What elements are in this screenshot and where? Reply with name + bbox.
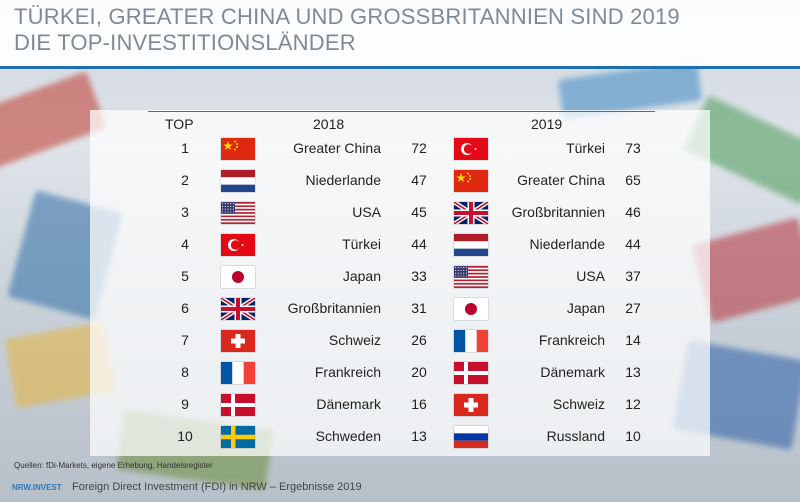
rank-cell: 1 (181, 140, 189, 156)
rank-cell: 3 (181, 204, 189, 220)
country-2018: Niederlande (305, 172, 382, 188)
usa-flag-icon (221, 202, 255, 224)
denmark-flag-icon (454, 362, 488, 384)
value-2018: 72 (411, 140, 427, 156)
denmark-flag-icon (221, 394, 255, 416)
value-2019: 14 (625, 332, 641, 348)
value-2018: 47 (411, 172, 427, 188)
china-flag-icon (221, 138, 255, 160)
uk-flag-icon (221, 298, 255, 320)
header-2019: 2019 (531, 116, 563, 132)
country-2019: Russland (546, 428, 605, 444)
value-2018: 31 (411, 300, 427, 316)
value-2018: 26 (411, 332, 427, 348)
netherlands-flag-icon (454, 234, 488, 256)
value-2019: 46 (625, 204, 641, 220)
rank-cell: 6 (181, 300, 189, 316)
value-2019: 10 (625, 428, 641, 444)
value-2018: 20 (411, 364, 427, 380)
title-line-1: TÜRKEI, GREATER CHINA UND GROSSBRITANNIE… (14, 4, 680, 29)
value-2019: 27 (625, 300, 641, 316)
turkey-flag-icon (454, 138, 488, 160)
header-top: TOP (165, 116, 194, 132)
value-2018: 44 (411, 236, 427, 252)
country-2019: Greater China (517, 172, 605, 188)
rank-cell: 4 (181, 236, 189, 252)
country-2018: Japan (342, 268, 381, 284)
usa-flag-icon (454, 266, 488, 288)
turkey-flag-icon (221, 234, 255, 256)
title-line-2: DIE TOP-INVESTITIONSLÄNDER (14, 30, 356, 55)
rank-cell: 8 (181, 364, 189, 380)
value-2019: 37 (625, 268, 641, 284)
value-2018: 16 (411, 396, 427, 412)
country-2018: Frankreich (314, 364, 381, 380)
header-2018: 2018 (313, 116, 345, 132)
value-2018: 45 (411, 204, 427, 220)
rank-cell: 9 (181, 396, 189, 412)
value-2019: 73 (625, 140, 641, 156)
country-2018: Schweiz (328, 332, 381, 348)
footer-caption: Foreign Direct Investment (FDI) in NRW –… (72, 481, 362, 493)
page-title: TÜRKEI, GREATER CHINA UND GROSSBRITANNIE… (14, 4, 784, 56)
value-2018: 13 (411, 428, 427, 444)
country-2019: Dänemark (540, 364, 605, 380)
country-2019: Niederlande (529, 236, 606, 252)
russia-flag-icon (454, 426, 488, 448)
country-2018: Dänemark (316, 396, 381, 412)
header-rule (148, 111, 655, 112)
japan-flag-icon (454, 298, 488, 320)
ranking-panel (90, 110, 710, 456)
rank-cell: 2 (181, 172, 189, 188)
country-2018: Greater China (293, 140, 381, 156)
country-2018: Schweden (315, 428, 381, 444)
country-2019: Japan (566, 300, 605, 316)
value-2019: 13 (625, 364, 641, 380)
japan-flag-icon (221, 266, 255, 288)
country-2018: Großbritannien (287, 300, 381, 316)
country-2018: Türkei (342, 236, 381, 252)
france-flag-icon (221, 362, 255, 384)
switzerland-flag-icon (454, 394, 488, 416)
country-2019: Schweiz (552, 396, 605, 412)
rank-cell: 10 (177, 428, 193, 444)
uk-flag-icon (454, 202, 488, 224)
rank-cell: 5 (181, 268, 189, 284)
country-2019: Großbritannien (511, 204, 605, 220)
source-note: Quellen: fDi-Markets, eigene Erhebung, H… (14, 461, 213, 470)
country-2019: Türkei (566, 140, 605, 156)
title-area: TÜRKEI, GREATER CHINA UND GROSSBRITANNIE… (0, 0, 800, 66)
country-2019: USA (576, 268, 605, 284)
title-divider (0, 66, 800, 69)
switzerland-flag-icon (221, 330, 255, 352)
country-2018: USA (352, 204, 381, 220)
china-flag-icon (454, 170, 488, 192)
rank-cell: 7 (181, 332, 189, 348)
nrw-invest-logo: NRW.INVEST (12, 483, 62, 492)
value-2019: 12 (625, 396, 641, 412)
netherlands-flag-icon (221, 170, 255, 192)
value-2018: 33 (411, 268, 427, 284)
value-2019: 44 (625, 236, 641, 252)
value-2019: 65 (625, 172, 641, 188)
sweden-flag-icon (221, 426, 255, 448)
france-flag-icon (454, 330, 488, 352)
country-2019: Frankreich (538, 332, 605, 348)
